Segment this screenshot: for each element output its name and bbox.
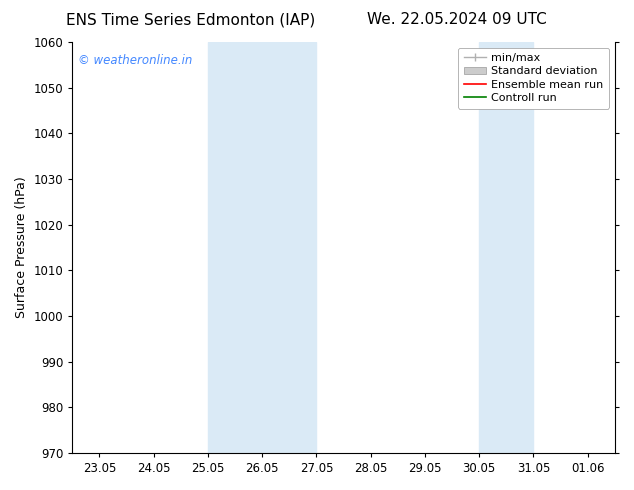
Text: ENS Time Series Edmonton (IAP): ENS Time Series Edmonton (IAP) [65, 12, 315, 27]
Bar [208, 42, 316, 453]
Text: © weatheronline.in: © weatheronline.in [78, 54, 192, 68]
Bar [479, 42, 533, 453]
Text: We. 22.05.2024 09 UTC: We. 22.05.2024 09 UTC [366, 12, 547, 27]
Y-axis label: Surface Pressure (hPa): Surface Pressure (hPa) [15, 176, 28, 318]
Legend: min/max, Standard deviation, Ensemble mean run, Controll run: min/max, Standard deviation, Ensemble me… [458, 48, 609, 109]
